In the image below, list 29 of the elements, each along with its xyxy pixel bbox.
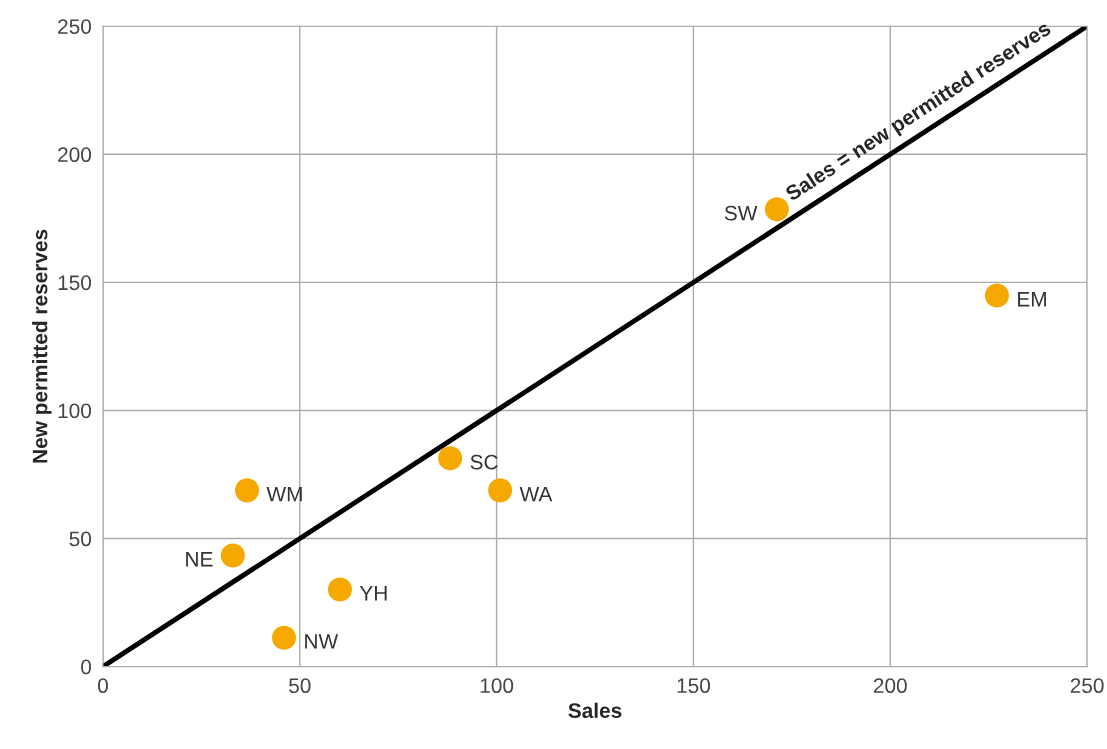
data-label: NW bbox=[305, 634, 339, 649]
x-tick-label: 100 bbox=[480, 678, 514, 694]
x-tick-label: 50 bbox=[289, 678, 311, 694]
x-tick-label: 150 bbox=[677, 678, 710, 694]
x-tick-label: 0 bbox=[97, 678, 108, 694]
x-tick-label: 200 bbox=[873, 678, 907, 694]
point bbox=[438, 446, 463, 471]
data-label: EM bbox=[1018, 292, 1046, 307]
data-label: SC bbox=[470, 454, 498, 470]
point bbox=[220, 543, 245, 568]
data-label: WM bbox=[266, 486, 302, 502]
y-tick-label: 250 bbox=[58, 19, 92, 34]
data-label: SW bbox=[724, 205, 758, 221]
point bbox=[488, 478, 513, 503]
x-axis-title: Sales bbox=[568, 702, 622, 718]
y-axis-title: New permitted reserves bbox=[32, 229, 52, 463]
point bbox=[235, 478, 260, 503]
x-tick-label: 250 bbox=[1070, 678, 1104, 694]
point bbox=[272, 625, 297, 650]
y-tick-label: 0 bbox=[81, 659, 92, 675]
data-label: NE bbox=[186, 552, 213, 567]
y-tick-label: 150 bbox=[58, 275, 92, 291]
data-label: WA bbox=[519, 486, 553, 502]
data-label: YH bbox=[359, 586, 387, 601]
y-tick-label: 200 bbox=[58, 147, 92, 163]
y-tick-label: 100 bbox=[58, 403, 92, 419]
point bbox=[327, 577, 352, 602]
y-tick-label: 50 bbox=[69, 531, 92, 547]
point bbox=[984, 283, 1009, 308]
